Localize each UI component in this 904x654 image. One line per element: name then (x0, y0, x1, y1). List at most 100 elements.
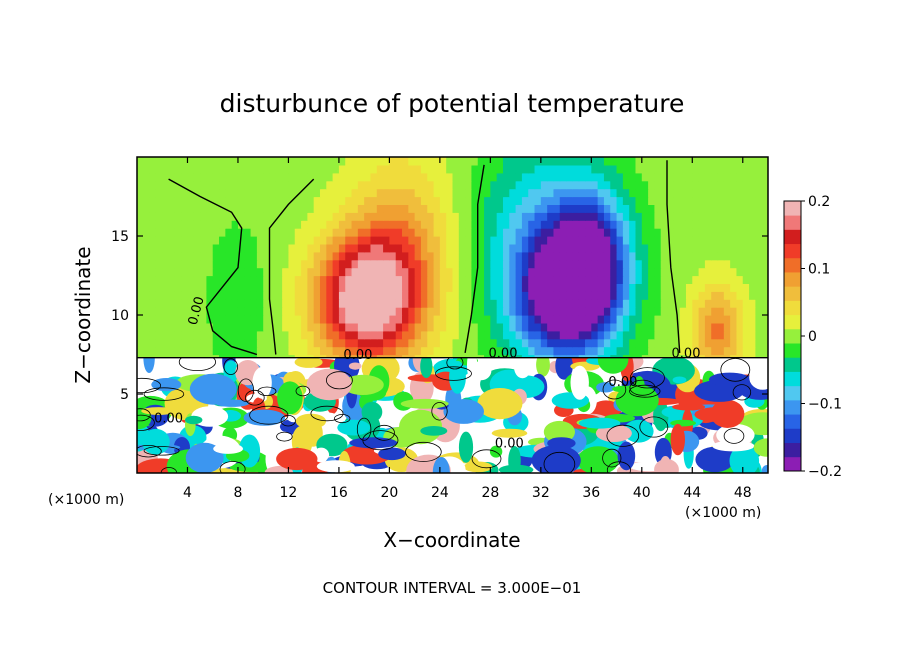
heatmap-cell (433, 157, 441, 166)
heatmap-cell (212, 322, 220, 332)
heatmap-cell (635, 243, 643, 253)
heatmap-cell (370, 157, 378, 166)
heatmap-cell (673, 212, 681, 221)
heatmap-cell (143, 259, 151, 269)
heatmap-cell (389, 196, 397, 205)
heatmap-cell (692, 299, 700, 308)
heatmap-cell (477, 346, 485, 356)
heatmap-cell (269, 204, 277, 213)
heatmap-cell (711, 220, 719, 229)
heatmap-cell (673, 157, 681, 166)
heatmap-cell (174, 307, 182, 316)
heatmap-cell (383, 220, 390, 229)
heatmap-cell (446, 212, 454, 221)
heatmap-cell (711, 322, 719, 332)
heatmap-cell (540, 338, 548, 348)
heatmap-cell (174, 259, 182, 269)
heatmap-cell (578, 157, 586, 166)
heatmap-cell (256, 322, 264, 332)
heatmap-cell (414, 322, 422, 332)
zero-contour (464, 164, 485, 354)
heatmap-cell (559, 338, 567, 348)
heatmap-cell (736, 180, 744, 190)
heatmap-cell (496, 243, 504, 253)
heatmap-cell (383, 315, 390, 324)
heatmap-cell (395, 251, 403, 261)
heatmap-cell (559, 315, 567, 324)
heatmap-cell (225, 236, 233, 245)
heatmap-cell (711, 259, 719, 269)
heatmap-cell (755, 267, 763, 277)
heatmap-cell (578, 188, 586, 198)
heatmap-cell (168, 275, 176, 284)
heatmap-cell (389, 267, 397, 277)
heatmap-cell (420, 243, 428, 253)
heatmap-cell (641, 259, 649, 269)
heatmap-cell (326, 346, 334, 356)
heatmap-cell (673, 164, 681, 174)
heatmap-cell (219, 236, 226, 245)
heatmap-cell (730, 157, 738, 166)
heatmap-cell (389, 307, 397, 316)
turbulence-patch (361, 401, 383, 423)
heatmap-cell (200, 212, 208, 221)
heatmap-cell (351, 315, 359, 324)
heatmap-cell (206, 188, 214, 198)
heatmap-cell (698, 188, 706, 198)
heatmap-cell (162, 346, 170, 356)
heatmap-cell (477, 267, 485, 277)
heatmap-cell (225, 299, 233, 308)
turbulence-patch (277, 381, 303, 415)
heatmap-cell (755, 188, 763, 198)
heatmap-cell (137, 251, 144, 261)
heatmap-cell (370, 291, 378, 300)
heatmap-cell (389, 212, 397, 221)
heatmap-cell (137, 236, 144, 245)
heatmap-cell (193, 188, 201, 198)
heatmap-cell (143, 251, 151, 261)
heatmap-cell (414, 307, 422, 316)
heatmap-cell (585, 267, 592, 277)
heatmap-cell (231, 307, 239, 316)
heatmap-cell (351, 259, 359, 269)
heatmap-cell (578, 307, 586, 316)
heatmap-cell (364, 164, 372, 174)
turbulence-patch (477, 388, 523, 420)
heatmap-cell (566, 259, 573, 269)
heatmap-cell (294, 291, 302, 300)
heatmap-cell (559, 251, 567, 261)
heatmap-cell (244, 228, 252, 237)
heatmap-cell (458, 236, 466, 245)
heatmap-cell (439, 196, 447, 205)
heatmap-cell (414, 157, 422, 166)
heatmap-cell (452, 188, 460, 198)
heatmap-cell (389, 315, 397, 324)
heatmap-cell (730, 299, 738, 308)
heatmap-cell (471, 164, 479, 174)
heatmap-cell (263, 283, 271, 292)
heatmap-cell (572, 157, 580, 166)
heatmap-cell (496, 299, 504, 308)
heatmap-cell (749, 196, 756, 205)
heatmap-cell (477, 338, 485, 348)
heatmap-cell (427, 291, 435, 300)
heatmap-cell (465, 243, 473, 253)
heatmap-cell (559, 259, 567, 269)
heatmap-cell (685, 196, 693, 205)
heatmap-cell (553, 204, 561, 213)
heatmap-cell (389, 322, 397, 332)
heatmap-cell (433, 299, 441, 308)
heatmap-cell (294, 338, 302, 348)
heatmap-cell (452, 275, 460, 284)
heatmap-cell (547, 196, 555, 205)
heatmap-cell (736, 275, 744, 284)
heatmap-cell (307, 220, 315, 229)
heatmap-cell (578, 283, 586, 292)
heatmap-cell (749, 220, 756, 229)
heatmap-cell (326, 220, 334, 229)
heatmap-cell (263, 204, 271, 213)
heatmap-cell (660, 275, 668, 284)
heatmap-cell (484, 330, 491, 340)
heatmap-cell (603, 196, 611, 205)
heatmap-cell (622, 180, 630, 190)
